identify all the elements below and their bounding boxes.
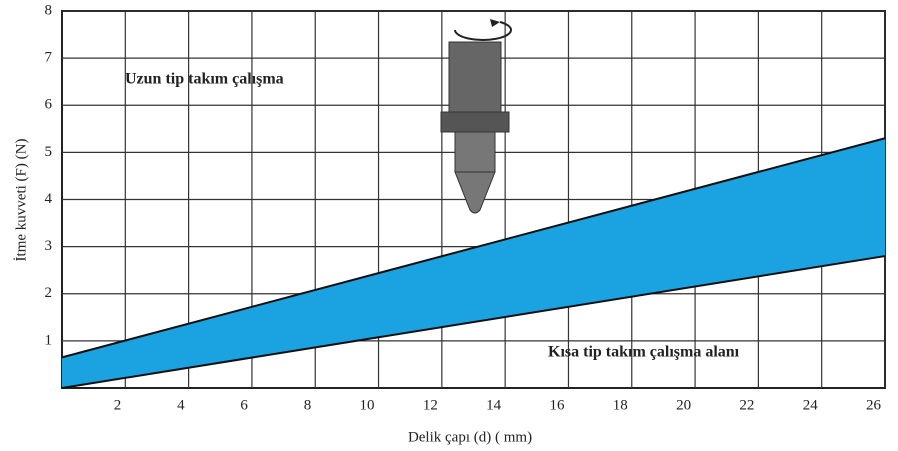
x-tick-label: 8 (304, 397, 312, 413)
upper-line (61, 137, 886, 359)
x-tick-label: 20 (676, 397, 691, 413)
x-tick-label: 6 (240, 397, 248, 413)
x-tick-label: 10 (360, 397, 375, 413)
x-tick-label: 26 (866, 397, 882, 413)
y-tick-label: 5 (45, 144, 53, 160)
x-tick-label: 18 (613, 397, 628, 413)
y-tick-label: 3 (45, 238, 53, 254)
y-tick-label: 8 (45, 2, 53, 18)
y-tick-label: 7 (45, 50, 53, 66)
x-tick-label: 22 (739, 397, 754, 413)
annotation: Uzun tip takım çalışma (125, 71, 284, 88)
band-area (62, 138, 885, 388)
y-tick-label: 1 (45, 332, 53, 348)
lower-line (61, 255, 886, 389)
x-tick-label: 4 (177, 397, 185, 413)
tool-icon (440, 19, 512, 214)
y-axis-label: İtme kuvveti (F) (N) (13, 139, 29, 262)
x-tick-label: 16 (549, 397, 565, 413)
x-tick-label: 24 (803, 397, 819, 413)
y-tick-label: 6 (45, 97, 53, 113)
x-tick-label: 2 (114, 397, 122, 413)
y-tick-label: 4 (45, 191, 53, 207)
x-axis-label: Delik çapı (d) ( mm) (408, 429, 532, 445)
x-tick-label: 12 (423, 397, 438, 413)
x-tick-label: 14 (486, 397, 502, 413)
y-tick-label: 2 (45, 285, 53, 301)
annotation: Kısa tip takım çalışma alanı (548, 344, 740, 361)
